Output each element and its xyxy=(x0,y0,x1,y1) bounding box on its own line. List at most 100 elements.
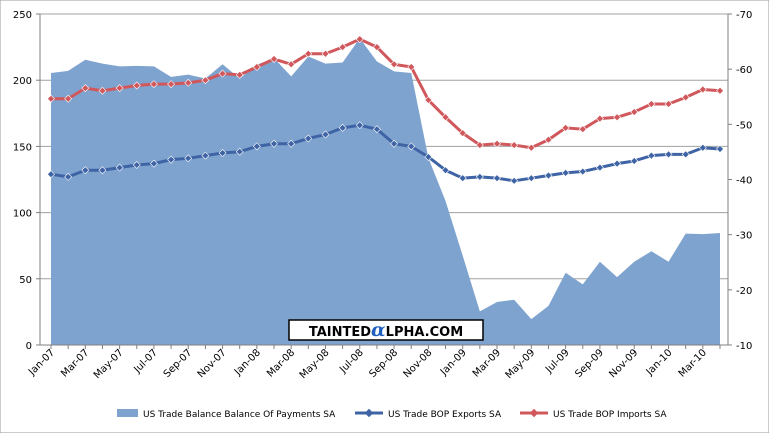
data-point-exports xyxy=(613,159,622,168)
data-point-imports xyxy=(167,80,176,89)
legend-item-trade-balance: US Trade Balance Balance Of Payments SA xyxy=(117,409,336,420)
data-point-imports xyxy=(132,81,141,90)
data-point-imports xyxy=(407,63,416,71)
y-right-tick-label: -30 xyxy=(736,231,752,242)
data-point-exports xyxy=(458,174,467,183)
data-point-imports xyxy=(630,108,639,116)
y-right-tick-label: -10 xyxy=(736,341,752,352)
line-series-layer xyxy=(47,35,724,185)
data-point-imports xyxy=(252,63,261,71)
data-point-exports xyxy=(218,149,227,157)
data-point-imports xyxy=(372,43,381,52)
data-point-imports xyxy=(47,94,55,103)
data-point-imports xyxy=(716,86,724,95)
legend-marker-exports xyxy=(364,408,374,418)
data-point-exports xyxy=(98,166,107,175)
data-point-imports xyxy=(98,86,107,95)
data-point-exports xyxy=(407,142,416,151)
y-right-tick-label: -60 xyxy=(736,65,752,76)
data-point-exports xyxy=(372,125,381,134)
data-point-exports xyxy=(561,168,570,177)
data-point-imports xyxy=(338,43,347,52)
legend-label-imports: US Trade BOP Imports SA xyxy=(553,410,667,420)
data-point-imports xyxy=(64,94,73,103)
legend-swatch-trade-balance xyxy=(117,409,138,417)
y-left-tick-labels: 0 50 100 150 200 250 xyxy=(13,10,32,352)
y-left-tick-label: 150 xyxy=(13,142,32,153)
data-point-imports xyxy=(458,129,467,138)
data-point-exports xyxy=(595,163,604,172)
data-point-exports xyxy=(252,142,261,151)
y-right-tick-label: -20 xyxy=(736,286,752,297)
y-right-tick-labels: -10 -20 -30 -40 -50 -60 -70 xyxy=(736,10,752,352)
watermark-part-1: TAINTED xyxy=(309,325,371,340)
data-point-exports xyxy=(647,151,656,160)
data-point-exports xyxy=(321,130,330,139)
data-point-imports xyxy=(81,84,90,93)
data-point-imports xyxy=(270,55,278,63)
legend-label-trade-balance: US Trade Balance Balance Of Payments SA xyxy=(143,410,336,420)
series-line-exports xyxy=(50,123,721,183)
data-point-imports xyxy=(664,100,673,108)
data-point-imports xyxy=(441,113,450,122)
y-left-tick-label: 50 xyxy=(19,275,32,286)
area-series-layer xyxy=(51,38,720,345)
data-point-imports xyxy=(681,93,690,102)
data-point-imports xyxy=(493,139,501,148)
data-point-imports xyxy=(287,60,296,69)
data-point-imports xyxy=(218,69,227,78)
data-point-exports xyxy=(338,123,347,132)
legend-label-exports: US Trade BOP Exports SA xyxy=(388,410,502,420)
y-right-tick-label: -50 xyxy=(736,120,752,131)
data-point-imports xyxy=(184,78,193,87)
data-point-exports xyxy=(424,153,433,161)
data-point-exports xyxy=(270,139,278,148)
data-point-exports xyxy=(184,154,193,163)
y-left-tick-label: 100 xyxy=(13,209,32,220)
data-point-imports xyxy=(304,49,313,58)
watermark: TAINTEDαLPHA.COM xyxy=(288,319,484,341)
axes xyxy=(36,13,732,349)
watermark-box xyxy=(288,319,484,341)
data-point-exports xyxy=(81,166,90,175)
watermark-alpha: α xyxy=(371,319,386,341)
data-point-exports xyxy=(664,150,673,159)
watermark-part-2: LPHA.COM xyxy=(386,325,463,340)
data-point-imports xyxy=(613,113,622,122)
data-point-imports xyxy=(149,80,158,89)
data-point-exports xyxy=(630,157,639,165)
legend: US Trade Balance Balance Of Payments SA … xyxy=(117,408,667,420)
data-point-exports xyxy=(115,163,124,172)
data-point-imports xyxy=(510,141,519,150)
data-point-imports xyxy=(527,143,536,152)
data-point-exports xyxy=(544,171,553,180)
data-point-imports xyxy=(595,114,604,123)
data-point-imports xyxy=(321,49,330,58)
data-point-exports xyxy=(681,150,690,159)
y-left-tick-label: 0 xyxy=(26,341,32,352)
data-point-imports xyxy=(475,141,484,150)
data-point-exports xyxy=(167,155,176,164)
data-point-exports xyxy=(304,134,313,143)
data-point-imports xyxy=(647,100,656,108)
data-point-exports xyxy=(235,147,244,156)
data-point-exports xyxy=(493,174,501,183)
data-point-exports xyxy=(716,145,724,154)
data-point-imports xyxy=(355,35,364,44)
data-point-imports xyxy=(544,135,553,144)
data-point-exports xyxy=(475,172,484,181)
data-point-exports xyxy=(132,160,141,169)
data-point-imports xyxy=(390,60,399,69)
data-point-exports xyxy=(47,170,55,179)
data-point-imports xyxy=(698,85,707,94)
data-point-imports xyxy=(235,70,244,79)
data-point-exports xyxy=(698,143,707,152)
data-point-exports xyxy=(441,166,450,175)
y-left-tick-label: 200 xyxy=(13,76,32,87)
legend-item-exports: US Trade BOP Exports SA xyxy=(355,408,502,420)
legend-marker-imports xyxy=(529,408,539,418)
data-point-exports xyxy=(578,167,587,176)
legend-item-imports: US Trade BOP Imports SA xyxy=(520,408,667,420)
